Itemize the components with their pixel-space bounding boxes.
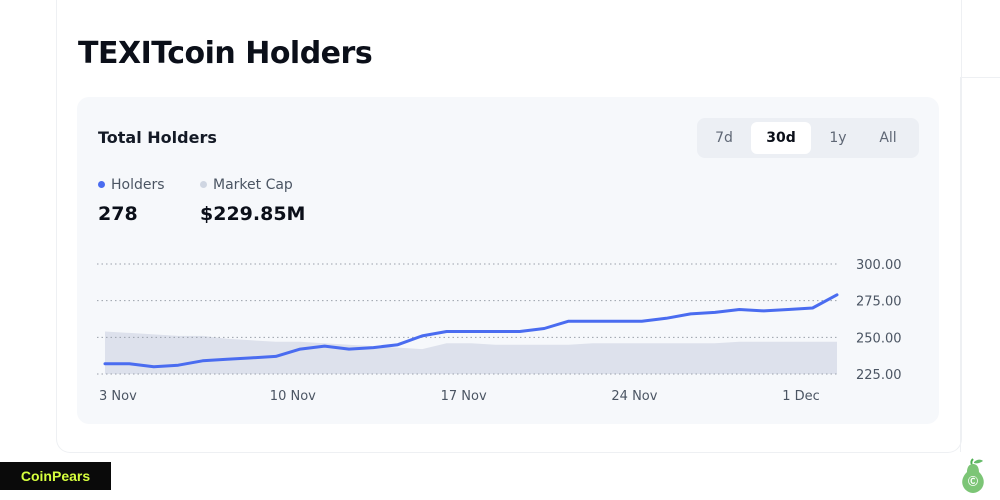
market-cap-value: $229.85M (200, 203, 306, 225)
svg-text:Ⓒ: Ⓒ (968, 475, 978, 488)
dot-icon (98, 180, 105, 188)
x-tick-label: 1 Dec (782, 389, 820, 404)
page-title: TEXITcoin Holders (78, 36, 373, 71)
y-tick-label: 275.00 (856, 295, 902, 310)
brand-logo: CoinPears (0, 462, 111, 490)
y-tick-label: 250.00 (856, 331, 902, 346)
holders-line-chart: 300.00 275.00 250.00 225.00 3 Nov 10 Nov 17 No… (97, 258, 902, 404)
legend-label: Holders (111, 177, 165, 193)
card-title: Total Holders (98, 128, 217, 147)
divider (960, 77, 961, 452)
x-tick-label: 3 Nov (99, 389, 137, 404)
dot-icon (200, 180, 207, 188)
x-tick-label: 10 Nov (270, 389, 316, 404)
tab-all[interactable]: All (879, 130, 897, 146)
x-tick-label: 17 Nov (441, 389, 487, 404)
holders-line (103, 293, 839, 369)
holders-value: 278 (98, 203, 138, 225)
market-cap-area (105, 331, 837, 374)
legend-label: Market Cap (213, 177, 293, 193)
tab-30d[interactable]: 30d (751, 122, 811, 154)
legend-market-cap: Market Cap (200, 177, 293, 193)
time-range-tabs: 7d 30d 1y All (697, 118, 919, 158)
y-tick-label: 300.00 (856, 258, 902, 273)
x-tick-label: 24 Nov (611, 389, 657, 404)
legend-holders: Holders (98, 177, 165, 193)
tab-7d[interactable]: 7d (715, 130, 733, 146)
holders-chart-card: Total Holders 7d 30d 1y All Holders Mark… (77, 97, 939, 424)
y-tick-label: 225.00 (856, 368, 902, 383)
pear-logo-icon: Ⓒ (962, 458, 984, 493)
tab-1y[interactable]: 1y (829, 130, 847, 146)
divider (960, 77, 1000, 78)
